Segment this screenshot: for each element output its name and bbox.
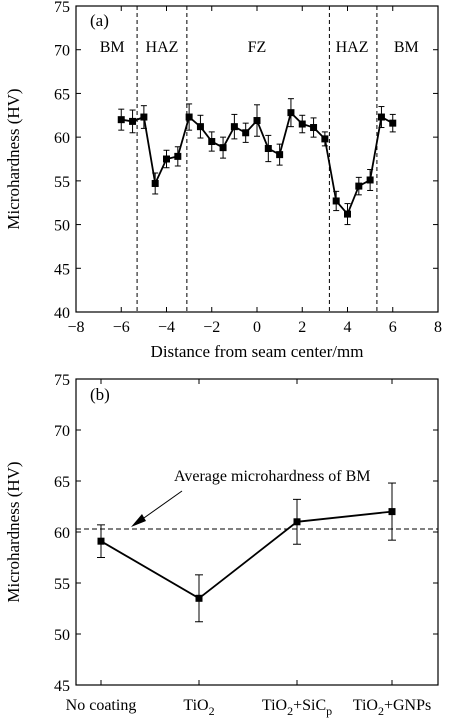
data-point-a bbox=[219, 144, 227, 152]
category-label: No coating bbox=[66, 697, 137, 714]
category-label-part: 2 bbox=[378, 704, 384, 718]
zone-label: BM bbox=[100, 39, 125, 56]
y-tick-label: 50 bbox=[54, 218, 70, 235]
data-point-a bbox=[117, 116, 125, 124]
data-point-a bbox=[208, 138, 216, 146]
chart-panel-b: (b) 45 50 55 60 65 70 75 Average microhardness… bbox=[4, 372, 439, 718]
data-point-a bbox=[310, 124, 318, 132]
y-tick-label: 40 bbox=[54, 305, 70, 322]
data-point-a bbox=[389, 119, 397, 127]
data-point-a bbox=[174, 152, 182, 160]
chart-panel-a: (a) BM HAZ FZ HAZ BM −8 −6 −4 −2 0 2 4 6 8 40 45 50 55 6… bbox=[4, 0, 442, 361]
zone-labels-a: BM HAZ FZ HAZ BM bbox=[100, 39, 419, 56]
zone-label: FZ bbox=[248, 39, 267, 56]
panel-label-a: (a) bbox=[90, 11, 109, 30]
data-point-a bbox=[344, 210, 351, 218]
y-axis-title-a: Microhardness (HV) bbox=[4, 88, 23, 229]
y-tick-label: 45 bbox=[54, 261, 70, 278]
category-label: TiO2 bbox=[183, 697, 214, 718]
category-label-part: TiO bbox=[353, 697, 378, 714]
y-tick-label: 45 bbox=[54, 678, 70, 695]
x-tick-label: 6 bbox=[389, 319, 397, 336]
x-axis-title-a: Distance from seam center/mm bbox=[151, 342, 364, 361]
x-tick-label: 2 bbox=[298, 319, 306, 336]
data-point-a bbox=[129, 117, 137, 125]
y-axis-ticks-b: 45 50 55 60 65 70 75 bbox=[54, 372, 438, 695]
x-tick-label: −8 bbox=[67, 319, 84, 336]
y-tick-label: 75 bbox=[54, 372, 70, 389]
zone-label: HAZ bbox=[146, 39, 179, 56]
category-label-part: 2 bbox=[209, 704, 215, 718]
y-tick-label: 75 bbox=[54, 0, 70, 16]
data-point-a bbox=[230, 123, 238, 131]
data-point-a bbox=[185, 113, 193, 121]
data-point-a bbox=[366, 176, 374, 184]
y-tick-label: 55 bbox=[54, 174, 70, 191]
x-axis-ticks-a: −8 −6 −4 −2 0 2 4 6 8 bbox=[67, 6, 442, 336]
series-line-b bbox=[100, 510, 393, 600]
category-label-part: No coating bbox=[66, 697, 137, 714]
data-point-b bbox=[97, 537, 105, 545]
category-label-part: p bbox=[326, 704, 332, 718]
data-point-a bbox=[196, 123, 204, 131]
data-point-a bbox=[264, 145, 272, 153]
zone-boundaries-a bbox=[136, 6, 378, 312]
data-point-a bbox=[332, 197, 340, 205]
y-tick-label: 60 bbox=[54, 525, 70, 542]
x-tick-label: −6 bbox=[113, 319, 130, 336]
data-point-a bbox=[355, 182, 363, 190]
x-tick-label: −4 bbox=[158, 319, 175, 336]
data-point-a bbox=[253, 117, 261, 125]
zone-label: BM bbox=[394, 39, 419, 56]
y-axis-ticks-a: 40 45 50 55 60 65 70 75 bbox=[54, 0, 438, 322]
category-label-part: TiO bbox=[262, 697, 287, 714]
y-tick-label: 70 bbox=[54, 43, 70, 60]
data-point-a bbox=[287, 109, 295, 117]
y-tick-label: 60 bbox=[54, 130, 70, 147]
x-axis-ticks-b bbox=[100, 379, 393, 685]
x-tick-label: −2 bbox=[203, 319, 220, 336]
data-point-b bbox=[388, 508, 396, 516]
data-point-a bbox=[163, 155, 170, 163]
series-a bbox=[117, 98, 397, 226]
data-point-a bbox=[276, 151, 284, 159]
reference-annotation: Average microhardness of BM bbox=[174, 468, 371, 485]
data-point-b bbox=[293, 518, 301, 526]
x-tick-label: 8 bbox=[434, 319, 442, 336]
data-point-a bbox=[151, 179, 159, 187]
zone-label: HAZ bbox=[336, 39, 369, 56]
annotation-arrowhead bbox=[131, 514, 146, 527]
data-point-a bbox=[140, 113, 148, 121]
plot-frame-b bbox=[75, 378, 439, 686]
y-tick-label: 65 bbox=[54, 86, 70, 103]
x-tick-label: 0 bbox=[253, 319, 261, 336]
y-tick-label: 65 bbox=[54, 474, 70, 491]
y-axis-title-b: Microhardness (HV) bbox=[4, 461, 23, 602]
category-label-part: +SiC bbox=[293, 697, 326, 714]
x-tick-label: 4 bbox=[344, 319, 352, 336]
data-point-a bbox=[377, 113, 385, 121]
data-point-a bbox=[242, 129, 250, 137]
y-tick-label: 50 bbox=[54, 627, 70, 644]
category-label-part: 2 bbox=[287, 704, 293, 718]
data-point-a bbox=[298, 120, 306, 128]
category-label-part: +GNPs bbox=[384, 697, 431, 714]
y-tick-label: 70 bbox=[54, 423, 70, 440]
y-tick-label: 55 bbox=[54, 576, 70, 593]
series-b bbox=[97, 482, 396, 623]
data-point-b bbox=[195, 594, 203, 602]
data-point-a bbox=[321, 135, 329, 143]
category-labels-b: No coating TiO2 TiO2+SiCp TiO2+GNPs bbox=[66, 697, 432, 718]
category-label: TiO2+GNPs bbox=[353, 697, 431, 718]
category-label: TiO2+SiCp bbox=[262, 697, 332, 718]
panel-label-b: (b) bbox=[90, 385, 110, 404]
category-label-part: TiO bbox=[183, 697, 208, 714]
